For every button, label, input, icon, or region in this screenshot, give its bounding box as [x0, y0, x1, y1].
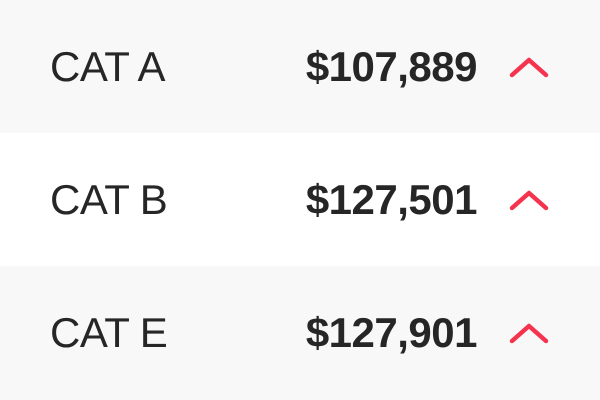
chevron-up-icon: [509, 57, 549, 77]
category-label: CAT A: [50, 42, 166, 90]
category-label: CAT E: [50, 309, 168, 356]
category-value: $107,889: [305, 42, 478, 90]
list-item[interactable]: CAT B $127,501: [0, 133, 600, 266]
category-label: CAT B: [50, 175, 168, 223]
list-item[interactable]: CAT E $127,901: [0, 266, 600, 400]
chevron-up-icon: [509, 323, 549, 344]
category-value: $127,501: [305, 175, 478, 223]
list-item[interactable]: CAT A $107,889: [0, 0, 600, 133]
category-value: $127,901: [305, 309, 478, 356]
chevron-up-icon: [509, 190, 549, 210]
